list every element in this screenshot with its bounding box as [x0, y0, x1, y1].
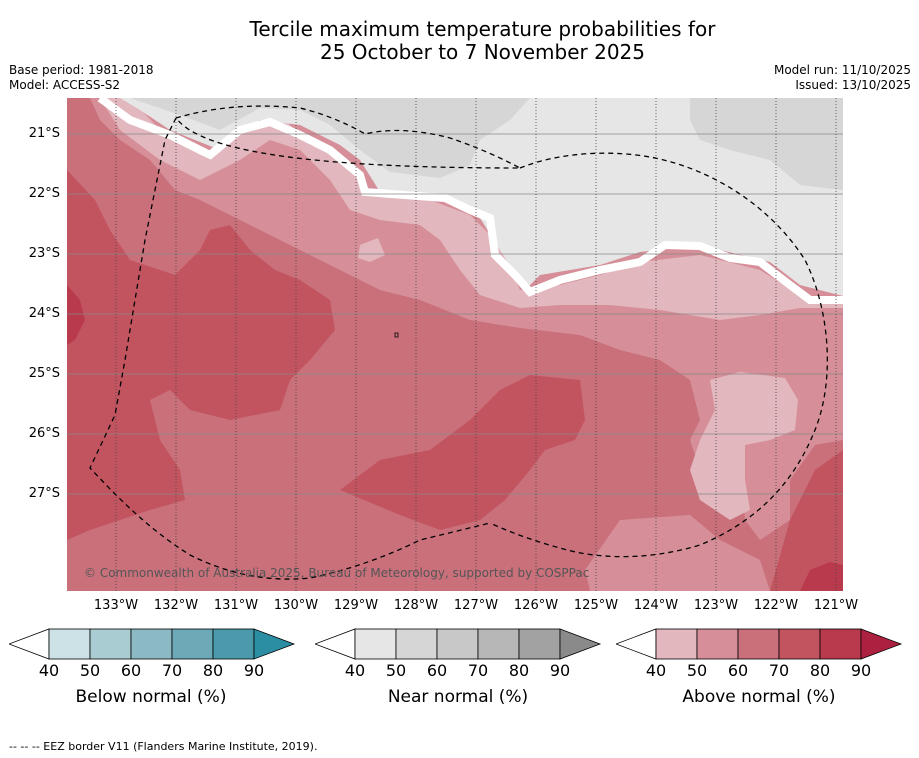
colorbar-tick: 60	[426, 661, 448, 680]
colorbar-tick: 60	[727, 661, 749, 680]
lon-label: 130°W	[273, 598, 319, 613]
colorbar-swatch	[778, 628, 821, 660]
colorbar-swatch	[477, 628, 520, 660]
issued-date: Issued: 13/10/2025	[795, 78, 911, 92]
colorbar-tick: 90	[549, 661, 571, 680]
colorbar-swatch	[436, 628, 479, 660]
copyright-notice: © Commonwealth of Australia 2025, Bureau…	[84, 566, 590, 580]
eez-footnote: -- -- -- EEZ border V11 (Flanders Marine…	[9, 740, 318, 753]
region-above-80-b	[800, 562, 843, 591]
colorbar-tick: 50	[79, 661, 101, 680]
lon-gridlines	[115, 98, 837, 591]
lon-label: 127°W	[453, 598, 499, 613]
legend-below-label: Below normal (%)	[75, 687, 227, 707]
lat-label: 22°S	[28, 186, 60, 201]
region-above-40-b	[690, 372, 798, 520]
colorbar-swatch	[518, 628, 561, 660]
region-above-70-b	[340, 375, 585, 530]
colorbar-tick: 70	[161, 661, 183, 680]
region-above-60	[67, 98, 843, 591]
region-near-50	[130, 98, 530, 178]
colorbar-tick: 80	[809, 661, 831, 680]
region-above-40-c	[358, 238, 385, 262]
colorbar-tick: 40	[645, 661, 667, 680]
base-period: Base period: 1981-2018	[9, 63, 154, 77]
lat-label: 27°S	[28, 486, 60, 501]
colorbar-swatch	[171, 628, 214, 660]
region-above-70	[67, 170, 335, 540]
colorbar-swatch	[395, 628, 438, 660]
lat-label: 23°S	[28, 246, 60, 261]
eez-border-east	[489, 152, 828, 558]
colorbar-tick: 90	[243, 661, 265, 680]
lat-label: 24°S	[28, 306, 60, 321]
lon-label: 126°W	[513, 598, 559, 613]
colorbar-swatch	[737, 628, 780, 660]
colorbar-swatch	[130, 628, 173, 660]
colorbar-tick: 50	[385, 661, 407, 680]
lon-label: 131°W	[213, 598, 259, 613]
colorbar-swatch	[354, 628, 397, 660]
colorbar-near	[315, 628, 602, 660]
region-above-70-c	[770, 450, 843, 591]
colorbar-tick: 50	[686, 661, 708, 680]
colorbar-tick: 40	[344, 661, 366, 680]
map-title: Tercile maximum temperature probabilitie…	[0, 18, 919, 64]
lat-label: 26°S	[28, 426, 60, 441]
colorbar-swatch	[655, 628, 698, 660]
colorbar-swatch	[696, 628, 739, 660]
colorbar-swatch	[48, 628, 91, 660]
category-boundary	[97, 98, 843, 304]
lon-label: 129°W	[333, 598, 379, 613]
colorbar-tick: 80	[508, 661, 530, 680]
colorbar-swatch	[819, 628, 862, 660]
lat-label: 21°S	[28, 126, 60, 141]
model-run: Model run: 11/10/2025	[773, 63, 911, 77]
lon-label: 125°W	[573, 598, 619, 613]
lon-label: 133°W	[93, 598, 139, 613]
eez-border-west	[89, 105, 521, 580]
lon-label: 132°W	[153, 598, 199, 613]
title-line-1: Tercile maximum temperature probabilitie…	[249, 17, 716, 41]
colorbar-swatch	[89, 628, 132, 660]
title-line-2: 25 October to 7 November 2025	[319, 40, 646, 64]
lon-label: 128°W	[393, 598, 439, 613]
legend-near-label: Near normal (%)	[387, 687, 529, 707]
meta-right: Model run: 11/10/2025 Issued: 13/10/2025	[774, 63, 911, 93]
colorbar-tick: 90	[850, 661, 872, 680]
lon-label: 124°W	[633, 598, 679, 613]
island-marker	[394, 332, 399, 338]
lat-label: 25°S	[28, 366, 60, 381]
colorbar-above	[616, 628, 903, 660]
colorbar-tick: 60	[120, 661, 142, 680]
probability-map	[67, 98, 843, 591]
colorbar-below	[9, 628, 296, 660]
region-above-40	[100, 98, 843, 320]
colorbar-tick: 70	[768, 661, 790, 680]
region-near-50-b	[690, 98, 843, 190]
legend-above-label: Above normal (%)	[682, 687, 836, 707]
lon-label: 123°W	[693, 598, 739, 613]
model-name: Model: ACCESS-S2	[9, 78, 121, 92]
colorbar-swatch	[212, 628, 255, 660]
lon-label: 121°W	[813, 598, 859, 613]
colorbar-tick: 70	[467, 661, 489, 680]
colorbar-tick: 80	[202, 661, 224, 680]
meta-left: Base period: 1981-2018 Model: ACCESS-S2	[9, 63, 154, 93]
region-above-80	[67, 285, 85, 345]
colorbar-tick: 40	[38, 661, 60, 680]
lon-label: 122°W	[753, 598, 799, 613]
